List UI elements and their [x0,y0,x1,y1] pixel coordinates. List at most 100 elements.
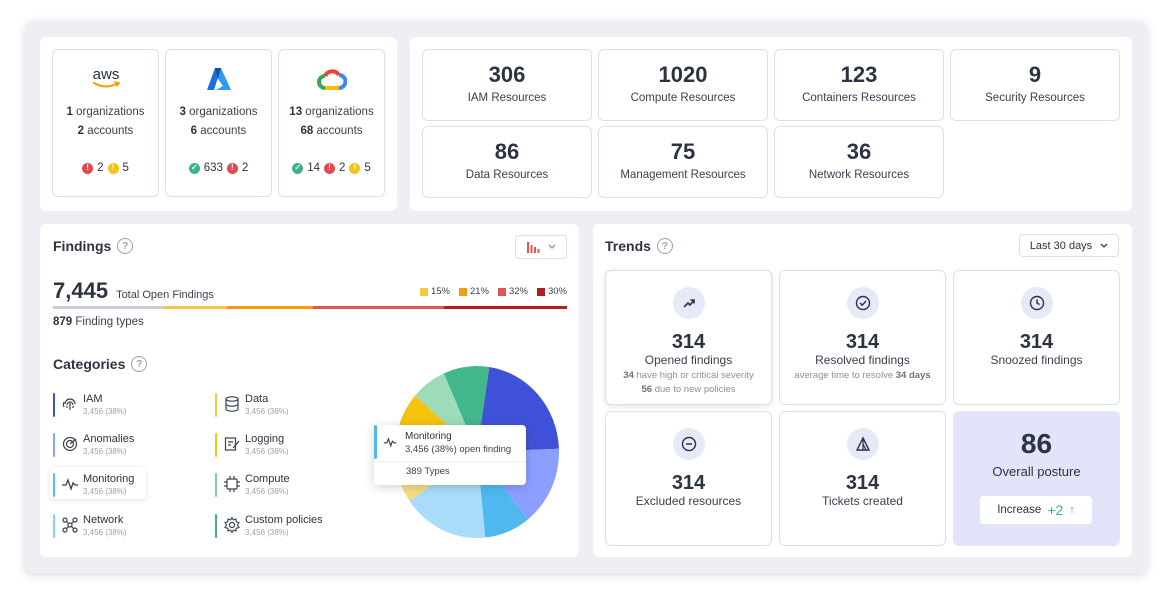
acc-line: 2 accounts [77,125,134,137]
trend-label: Excluded resources [635,494,742,508]
category-network[interactable]: Network 3,456 (38%) [53,514,203,540]
cloud-card-aws[interactable]: aws 1 organizations 2 accounts ! 2 ! 5 [52,49,159,197]
resource-card-compute[interactable]: 1020 Compute Resources [598,49,768,121]
cloud-card-azure[interactable]: 3 organizations 6 accounts ✓ 633 ! 2 [165,49,272,197]
resource-label: IAM Resources [467,92,547,104]
activity-icon [383,437,397,448]
warning-icon: ! [107,162,119,174]
org-line: 13 organizations [289,106,374,118]
trend-card-opened[interactable]: 314 Opened findings 34 have high or crit… [605,270,772,405]
resource-label: Containers Resources [802,92,916,104]
trend-card-excluded[interactable]: 314 Excluded resources [605,411,772,546]
chart-type-dropdown[interactable] [515,235,567,259]
trends-title: Trends ? [605,238,673,254]
acc-line: 68 accounts [300,125,363,137]
trend-card-snoozed[interactable]: 314 Snoozed findings [953,270,1120,405]
trend-count: 314 [1019,331,1054,353]
status-row: ! 2 ! 5 [53,162,158,174]
tooltip-title: Monitoring [405,431,452,442]
trend-sub: 56 due to new policies [641,384,736,395]
resource-card-management[interactable]: 75 Management Resources [598,126,768,198]
resource-count: 86 [494,139,520,164]
trend-card-resolved[interactable]: 314 Resolved findings average time to re… [779,270,946,405]
trend-card-tickets[interactable]: 314 Tickets created [779,411,946,546]
trend-sub: average time to resolve 34 days [794,370,931,381]
category-monitoring[interactable]: Monitoring 3,456 (38%) [53,473,203,499]
status-row: ✓ 14 ! 2 ! 5 [279,162,384,174]
trend-count: 314 [671,331,706,353]
categories-title: Categories ? [53,356,148,372]
trend-count: 314 [845,472,880,494]
acc-line: 6 accounts [190,125,247,137]
trends-panel: Trends ? Last 30 days 314 Opened finding… [593,224,1132,557]
chip-icon [224,476,240,492]
minus-circle-icon [672,428,705,460]
posture-label: Overall posture [992,464,1081,479]
pie-tooltip: Monitoring 3,456 (38%) open finding 389 … [374,425,526,485]
resource-label: Network Resources [808,169,910,181]
severity-bar [53,306,567,309]
arrow-up-icon: ↑ [1069,504,1075,516]
resource-count: 9 [1028,62,1042,87]
date-range-select[interactable]: Last 30 days [1019,234,1119,257]
category-anomalies[interactable]: Anomalies 3,456 (38%) [53,433,203,459]
category-logging[interactable]: Logging 3,456 (38%) [215,433,365,459]
severity-bar-segment [444,306,567,309]
category-data[interactable]: Data 3,456 (38%) [215,393,365,419]
tooltip-count: 3,456 (38%) open finding [405,444,512,455]
resource-card-data[interactable]: 86 Data Resources [422,126,592,198]
severity-bar-segment [313,306,445,309]
chevron-down-icon [548,244,556,249]
resource-card-security[interactable]: 9 Security Resources [950,49,1120,121]
category-monitoring-highlight [50,467,146,499]
findings-title: Findings ? [53,238,134,254]
severity-bar-segment [53,306,167,309]
resource-count: 306 [488,62,526,87]
tooltip-types: 389 Types [406,466,450,477]
chevron-down-icon [1100,243,1108,248]
database-icon [225,396,239,412]
total-open-findings: 7,445 Total Open Findings [53,278,214,303]
trend-label: Snoozed findings [990,353,1083,367]
resource-count: 123 [840,62,878,87]
resource-label: Data Resources [465,169,549,181]
status-row: ✓ 633 ! 2 [166,162,271,174]
org-line: 1 organizations [66,106,145,118]
gear-icon [224,516,240,534]
dashboard-frame: aws 1 organizations 2 accounts ! 2 ! 5 [25,21,1147,573]
trend-label: Resolved findings [815,353,910,367]
trend-sub: 34 have high or critical severity [623,370,754,381]
resource-card-containers[interactable]: 123 Containers Resources [774,49,944,121]
severity-bar-segment [166,306,228,309]
resource-card-iam[interactable]: 306 IAM Resources [422,49,592,121]
error-icon: ! [226,162,238,174]
error-icon: ! [82,162,94,174]
org-line: 3 organizations [179,106,258,118]
resource-count: 75 [670,139,696,164]
help-icon[interactable]: ? [117,238,134,254]
help-icon[interactable]: ? [656,238,673,254]
cloud-providers-panel: aws 1 organizations 2 accounts ! 2 ! 5 [40,37,397,211]
posture-change-badge: Increase +2 ↑ [980,496,1092,524]
error-icon: ! [323,162,335,174]
cloud-card-gcp[interactable]: 13 organizations 68 accounts ✓ 14 ! 2 ! 5 [278,49,385,197]
category-custom-policies[interactable]: Custom policies 3,456 (38%) [215,514,365,540]
fingerprint-icon [62,398,76,410]
category-compute[interactable]: Compute 3,456 (38%) [215,473,365,499]
check-icon: ✓ [292,162,304,174]
posture-score: 86 [1020,428,1053,459]
gcp-logo-icon [279,64,384,94]
ticket-icon [846,428,879,460]
overall-posture-card[interactable]: 86 Overall posture Increase +2 ↑ [953,411,1120,546]
trend-count: 314 [671,472,706,494]
severity-legend: 15% 21% 32% 30% [411,286,567,297]
help-icon[interactable]: ? [131,356,148,372]
resource-count: 36 [846,139,872,164]
resources-panel: 306 IAM Resources 1020 Compute Resources… [410,37,1132,211]
category-iam[interactable]: IAM 3,456 (38%) [53,393,203,419]
warning-icon: ! [349,162,361,174]
resource-label: Compute Resources [630,92,736,104]
resource-card-network[interactable]: 36 Network Resources [774,126,944,198]
edit-document-icon [224,437,240,451]
trend-count: 314 [845,331,880,353]
